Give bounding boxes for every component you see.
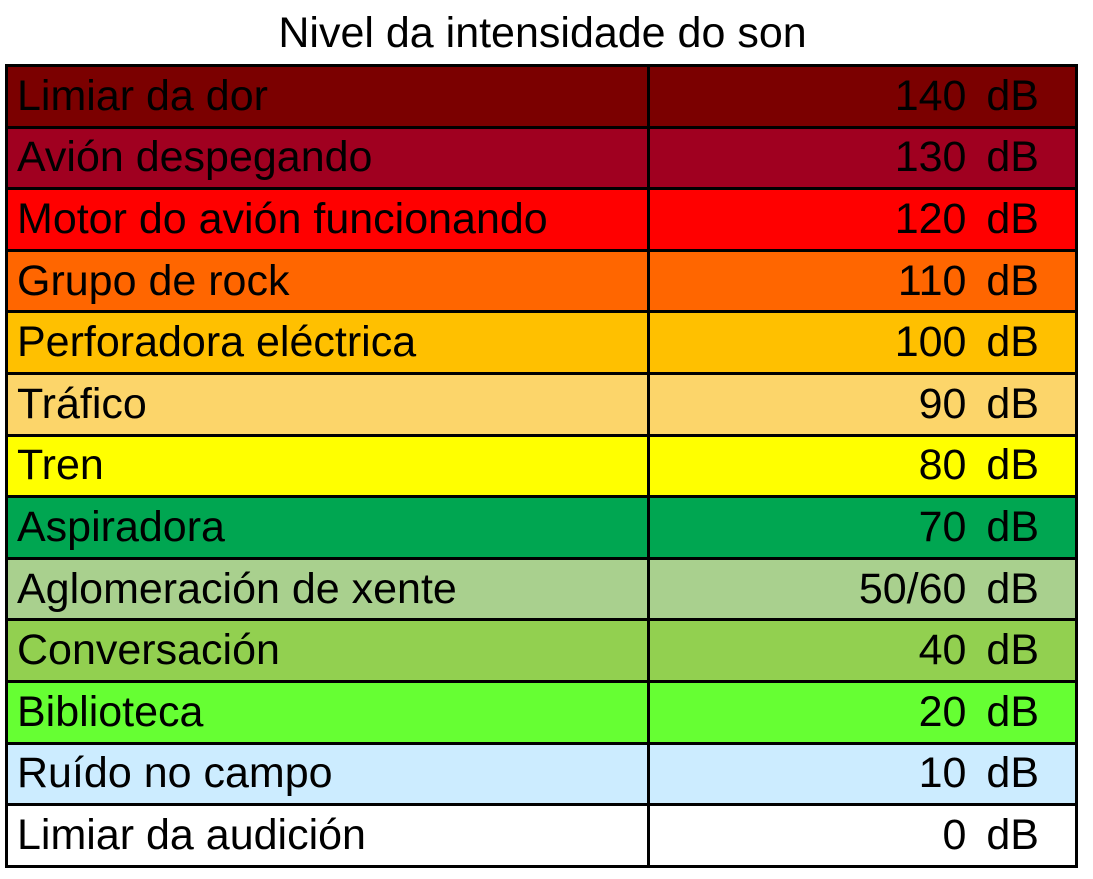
row-value: 130 dB <box>894 133 1039 182</box>
row-label: Limiar da dor <box>8 67 650 126</box>
row-label: Aspiradora <box>8 498 650 557</box>
table-row: Aspiradora 70 dB <box>8 498 1075 560</box>
row-value: 90 dB <box>918 379 1039 428</box>
row-label: Motor do avión funcionando <box>8 190 650 249</box>
row-label: Avión despegando <box>8 128 650 188</box>
table-row: Conversación 40 dB <box>8 621 1075 683</box>
row-label: Grupo de rock <box>8 251 650 311</box>
row-value: 50/60 dB <box>858 564 1039 613</box>
table-row: Motor do avión funcionando 120 dB <box>8 190 1075 252</box>
row-label: Perforadora eléctrica <box>8 313 650 372</box>
row-value: 40 dB <box>918 626 1039 675</box>
sound-level-table: Limiar da dor 140 dB Avión despegando 130 d… <box>5 64 1078 869</box>
row-label: Tráfico <box>8 374 650 434</box>
table-row: Tráfico 90 dB <box>8 374 1075 437</box>
row-value: 120 dB <box>894 194 1039 243</box>
table-row: Biblioteca 20 dB <box>8 682 1075 745</box>
row-label: Aglomeración de xente <box>8 559 650 619</box>
row-label: Biblioteca <box>8 682 650 742</box>
row-value: 80 dB <box>918 441 1039 490</box>
table-row: Aglomeración de xente 50/60 dB <box>8 559 1075 622</box>
row-value: 140 dB <box>894 71 1039 120</box>
table-title: Nivel da intensidade do son <box>278 9 807 57</box>
row-label: Ruído no campo <box>8 744 650 804</box>
row-value: 10 dB <box>918 749 1039 798</box>
table-row: Avión despegando 130 dB <box>8 128 1075 191</box>
row-label: Limiar da audición <box>8 806 650 866</box>
table-row: Tren 80 dB <box>8 436 1075 499</box>
table-row: Limiar da dor 140 dB <box>8 67 1075 129</box>
row-label: Conversación <box>8 621 650 680</box>
row-value: 0 dB <box>942 811 1039 860</box>
row-value: 20 dB <box>918 687 1039 736</box>
row-value: 70 dB <box>918 502 1039 551</box>
table-row: Perforadora eléctrica 100 dB <box>8 313 1075 375</box>
table-row: Ruído no campo 10 dB <box>8 744 1075 807</box>
row-label: Tren <box>8 436 650 496</box>
row-value: 110 dB <box>897 256 1039 305</box>
row-value: 100 dB <box>894 318 1039 367</box>
table-row: Limiar da audición 0 dB <box>8 806 1075 866</box>
table-row: Grupo de rock 110 dB <box>8 251 1075 314</box>
